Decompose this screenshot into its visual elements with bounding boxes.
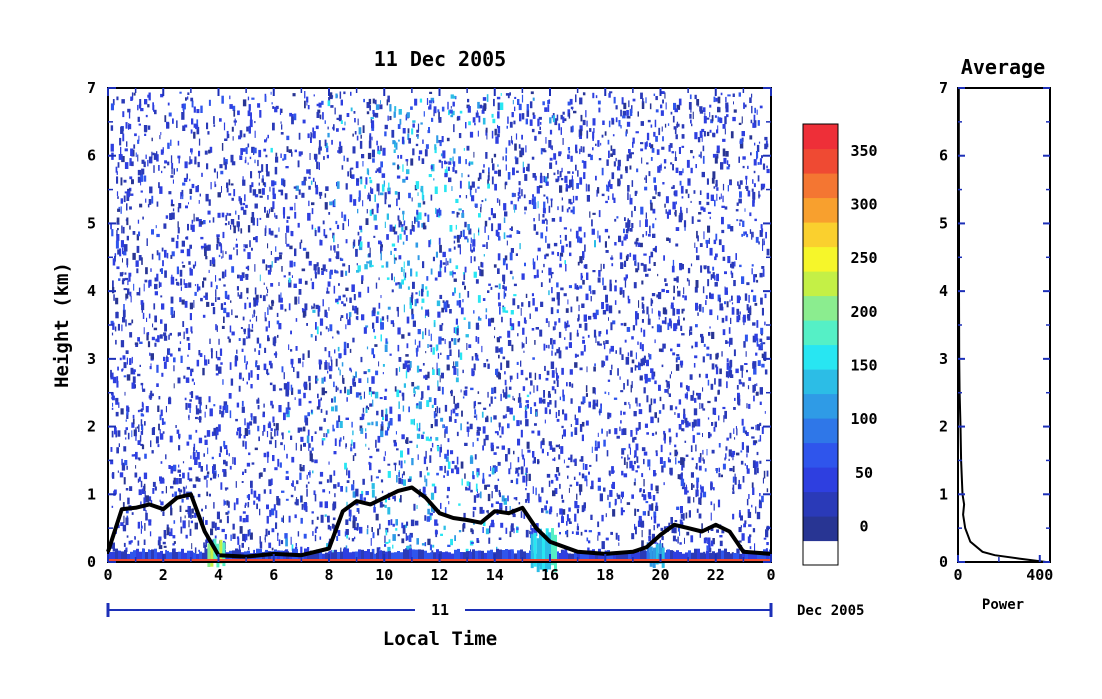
colorbar-swatch [803, 148, 838, 174]
x-axis-ticks: 0 2 4 6 8 10 12 14 16 18 20 22 0 [103, 88, 776, 584]
colorbar-swatch [803, 467, 838, 493]
colorbar-swatch [803, 369, 838, 395]
colorbar-tick-label: 0 [859, 518, 868, 536]
x-tick-label: 0 [103, 566, 112, 584]
colorbar-swatch [803, 246, 838, 272]
x-tick-label: 6 [269, 566, 278, 584]
average-x-tick-label: 0 [953, 566, 962, 584]
colorbar-swatch [803, 393, 838, 419]
x-tick-label: 0 [766, 566, 775, 584]
y-tick-label: 5 [87, 214, 96, 232]
heatmap-noise [110, 91, 770, 563]
x-tick-label: 16 [541, 566, 559, 584]
colorbar-swatch [803, 197, 838, 223]
colorbar-tick-label: 200 [850, 303, 877, 321]
x-axis-label: Local Time [383, 628, 497, 650]
average-x-ticks: 0 400 [953, 555, 1053, 584]
average-y-tick-label: 3 [939, 350, 948, 368]
average-y-tick-label: 4 [939, 282, 948, 300]
date-bar-month-year: Dec 2005 [797, 603, 864, 619]
y-tick-label: 2 [87, 418, 96, 436]
colorbar-swatch [803, 442, 838, 468]
date-bar: 11 Dec 2005 [106, 600, 864, 620]
colorbar-swatch [803, 271, 838, 297]
colorbar-swatch [803, 320, 838, 346]
colorbar-swatch [803, 295, 838, 321]
average-frame [957, 87, 1051, 563]
date-bar-day: 11 [431, 601, 449, 619]
average-power-line [957, 88, 1047, 563]
colorbar-tick-label: 50 [855, 464, 873, 482]
y-tick-label: 7 [87, 79, 96, 97]
x-tick-label: 4 [214, 566, 223, 584]
y-tick-label: 1 [87, 485, 96, 503]
average-x-label: Power [982, 597, 1024, 613]
average-y-tick-label: 1 [939, 485, 948, 503]
average-y-ticks: 0 1 2 3 4 5 6 7 [939, 79, 1050, 571]
boundary-layer-trace [106, 485, 772, 559]
average-y-tick-label: 6 [939, 147, 948, 165]
average-panel: 0 1 2 3 4 5 6 7 0 400 [939, 79, 1053, 584]
colorbar-tick-label: 350 [850, 142, 877, 160]
average-y-tick-label: 0 [939, 553, 948, 571]
colorbar-tick-label: 250 [850, 249, 877, 267]
average-title: Average [961, 55, 1045, 79]
x-tick-label: 8 [324, 566, 333, 584]
average-y-tick-label: 7 [939, 79, 948, 97]
y-axis-label: Height (km) [51, 262, 73, 388]
colorbar-tick-label: 150 [850, 357, 877, 375]
colorbar-swatch [803, 418, 838, 444]
average-y-tick-label: 2 [939, 418, 948, 436]
x-tick-label: 10 [375, 566, 393, 584]
colorbar-tick-label: 100 [850, 410, 877, 428]
colorbar-swatch [803, 516, 838, 542]
colorbar-swatch [803, 491, 838, 517]
x-tick-label: 14 [486, 566, 504, 584]
chart-title: 11 Dec 2005 [374, 47, 506, 71]
y-axis-ticks: 0 1 2 3 4 5 6 7 [87, 79, 771, 571]
colorbar-swatch [803, 124, 838, 150]
colorbar-swatch [803, 173, 838, 199]
y-tick-label: 3 [87, 350, 96, 368]
x-tick-label: 22 [707, 566, 725, 584]
x-tick-label: 20 [651, 566, 669, 584]
x-tick-label: 2 [159, 566, 168, 584]
average-y-tick-label: 5 [939, 214, 948, 232]
colorbar-tick-label: 300 [850, 196, 877, 214]
colorbar-swatch [803, 222, 838, 248]
average-x-tick-label: 400 [1026, 566, 1053, 584]
y-tick-label: 4 [87, 282, 96, 300]
y-tick-label: 6 [87, 147, 96, 165]
y-tick-label: 0 [87, 553, 96, 571]
colorbar-swatch [803, 344, 838, 370]
colorbar: 0 50 100 150 200 250 300 350 [802, 123, 878, 566]
x-tick-label: 12 [430, 566, 448, 584]
x-tick-label: 18 [596, 566, 614, 584]
colorbar-swatch [803, 540, 838, 566]
